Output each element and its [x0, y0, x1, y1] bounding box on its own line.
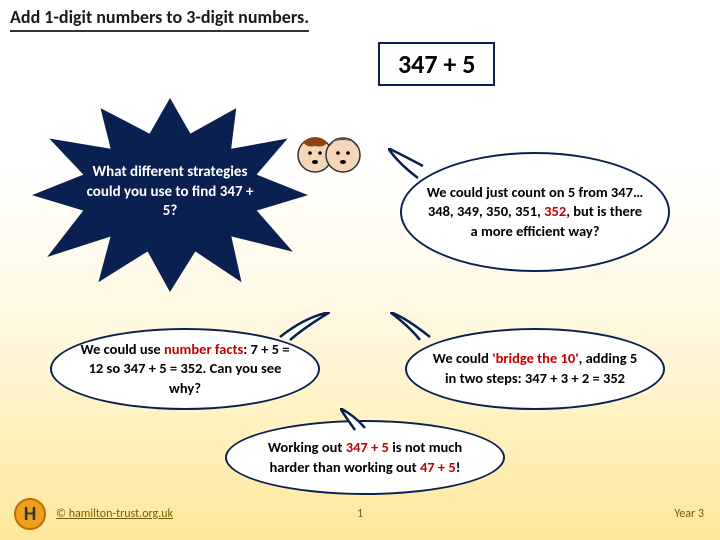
talking-faces-icon — [295, 130, 365, 180]
page-title: Add 1-digit numbers to 3-digit numbers. — [10, 6, 309, 32]
page-number: 1 — [357, 507, 363, 521]
main-equation: 347 + 5 — [378, 42, 495, 86]
bubble-text: Working out — [268, 438, 346, 456]
bubble-text: We could — [433, 349, 492, 367]
speech-bubble-bridge-ten: We could 'bridge the 10', adding 5 in tw… — [405, 328, 665, 410]
footer: H © hamilton-trust.org.uk 1 Year 3 — [0, 498, 720, 530]
bubble-tail-icon — [340, 408, 380, 433]
year-level: Year 3 — [674, 507, 704, 521]
bubble-tail-icon — [388, 148, 428, 188]
hamilton-logo: H — [14, 498, 46, 530]
bubble-tail-icon — [270, 312, 330, 342]
bubble-text: We could use — [80, 340, 164, 358]
bubble-tail-icon — [390, 312, 440, 342]
bubble-highlight: 347 + 5 — [346, 438, 389, 456]
bubble-highlight: 352 — [544, 202, 566, 220]
speech-bubble-count-on: We could just count on 5 from 347… 348, … — [400, 152, 670, 272]
bubble-highlight: 'bridge the 10' — [492, 349, 578, 367]
bubble-highlight: 47 + 5 — [420, 458, 456, 476]
starburst-text: What different strategies could you use … — [80, 163, 260, 222]
bubble-highlight: number facts — [164, 340, 243, 358]
copyright-link[interactable]: © hamilton-trust.org.uk — [56, 507, 173, 521]
starburst-callout: What different strategies could you use … — [30, 95, 310, 295]
bubble-text: ! — [456, 458, 461, 476]
